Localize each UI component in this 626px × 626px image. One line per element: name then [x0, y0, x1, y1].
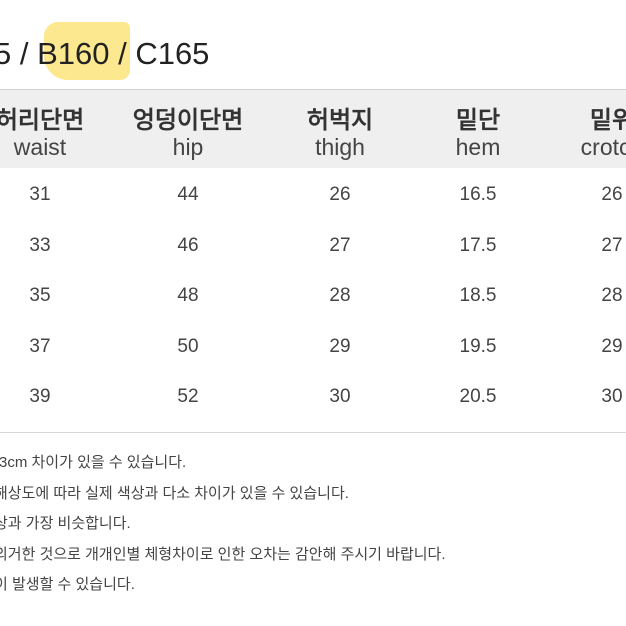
column-header-ko: 밑위 — [589, 107, 626, 134]
table-cell: 28 — [601, 285, 623, 306]
note-line: 해상도에 따라 실제 색상과 다소 차이가 있을 수 있습니다. — [0, 484, 349, 502]
table-cell: 18.5 — [459, 285, 497, 306]
table-cell: 35 — [29, 285, 51, 306]
column-header-ko: 엉덩이단면 — [132, 107, 244, 134]
table-cell: 44 — [177, 184, 199, 205]
note-line: 이 발생할 수 있습니다. — [0, 576, 135, 593]
table-cell: 26 — [329, 184, 351, 205]
note-line: 상과 가장 비슷합니다. — [0, 515, 131, 532]
table-cell: 26 — [601, 184, 623, 205]
highlighter-mark — [44, 22, 130, 80]
table-cell: 27 — [329, 235, 351, 256]
table-cell: 37 — [29, 336, 51, 357]
table-cell: 48 — [177, 285, 199, 306]
table-cell: 29 — [329, 336, 351, 357]
table-cell: 31 — [29, 184, 51, 205]
table-cell: 19.5 — [459, 336, 497, 357]
table-cell: 39 — [29, 386, 51, 407]
table-cell: 28 — [329, 285, 351, 306]
column-header-en: crotch — [580, 134, 626, 160]
size-title: 5 / B160 / C165 — [0, 36, 210, 71]
note-line: 의거한 것으로 개개인별 체형차이로 인한 오차는 감안해 주시기 바랍니다. — [0, 545, 446, 563]
table-cell: 50 — [177, 336, 199, 357]
notes: -3cm 차이가 있을 수 있습니다. 해상도에 따라 실제 색상과 다소 차이… — [0, 448, 446, 601]
column-header-en: hip — [172, 134, 204, 160]
note-line: -3cm 차이가 있을 수 있습니다. — [0, 454, 187, 471]
table-cell: 33 — [29, 235, 51, 256]
column-header-en: hem — [455, 134, 501, 160]
table-cell: 29 — [601, 336, 623, 357]
column-header-en: waist — [13, 134, 67, 160]
table-cell: 27 — [601, 235, 623, 256]
table-cell: 52 — [177, 386, 199, 407]
table-cell: 30 — [329, 386, 351, 407]
table-cell: 46 — [177, 235, 199, 256]
table-cell: 16.5 — [459, 184, 497, 205]
table-cell: 17.5 — [459, 235, 497, 256]
table-header — [0, 90, 626, 168]
column-header-ko: 밑단 — [455, 107, 501, 134]
table-cell: 20.5 — [459, 386, 497, 407]
column-header-ko: 허벅지 — [306, 107, 374, 134]
column-header-ko: 허리단면 — [0, 107, 85, 134]
table-cell: 30 — [601, 386, 623, 407]
column-header-en: thigh — [315, 134, 365, 160]
